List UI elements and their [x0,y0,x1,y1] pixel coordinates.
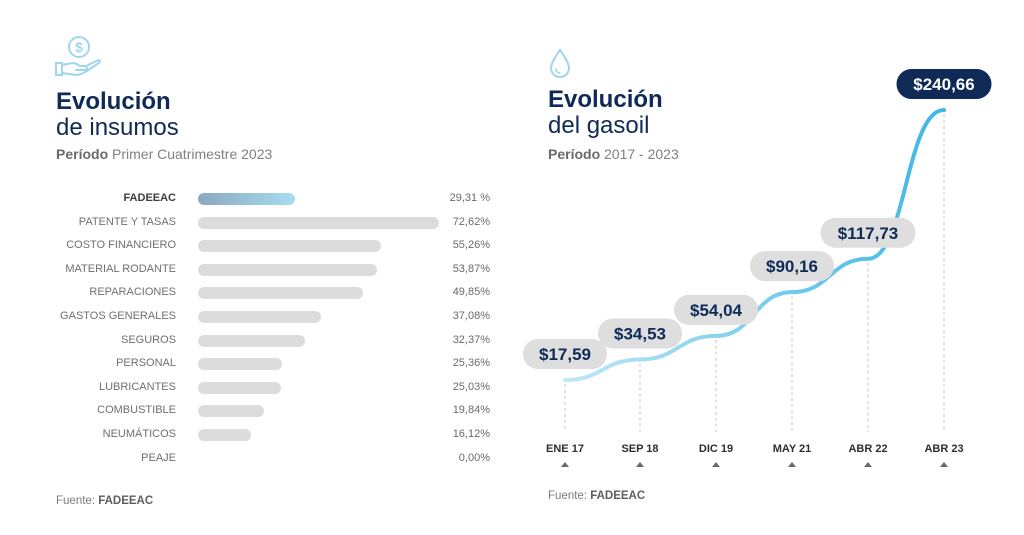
value-pill [598,318,682,349]
bar-category-label: LUBRICANTES [98,380,176,393]
drop-icon [549,48,571,78]
period-label: Período [56,146,109,162]
bar-value-label: 25,36% [452,357,490,370]
x-tick-label: ABR 23 [924,443,963,455]
bar-value-label: 53,87% [452,262,490,275]
period-label: Período [548,146,601,162]
bar-mark [198,240,382,253]
value-pill [896,69,992,99]
bar-category-label: REPARACIONES [89,286,176,299]
value-pill [674,294,758,325]
bar-value-label: 16,12% [452,428,490,440]
bar-category-label: PERSONAL [116,357,176,370]
bar-value-label: 0,00% [458,451,490,464]
bar-value-label: 29,31 % [449,192,490,204]
value-label: $17,59 [539,345,591,364]
bar-category-label: MATERIAL RODANTE [65,262,176,275]
bar-category-label: COSTO FINANCIERO [66,239,176,252]
bar-mark [198,193,296,205]
value-label: $117,73 [838,224,899,243]
bar-mark [198,334,306,347]
x-tick-label: SEP 18 [621,443,658,455]
x-tick-label: MAY 21 [773,443,812,455]
bar-category-label: FADEEAC [123,192,176,204]
bar-mark [198,263,377,276]
bar-mark [198,429,252,441]
gasoil-title-line2: del gasoil [548,112,650,139]
bar-category-label: COMBUSTIBLE [97,404,176,417]
value-label: $54,04 [690,301,743,320]
x-tick-marker [940,462,948,467]
insumos-title-line1: Evolución [56,88,171,115]
source-value: FADEEAC [590,490,646,502]
bar-value-label: 55,26% [452,239,490,252]
bar-mark [198,311,322,323]
value-label: $240,66 [913,75,974,94]
bar-category-label: PATENTE Y TASAS [78,215,176,228]
gasoil-period: Período 2017 - 2023 [548,146,679,162]
x-tick-marker [712,462,720,467]
x-tick-marker [636,462,644,467]
bar-category-label: NEUMÁTICOS [102,428,176,440]
x-tick-label: ENE 17 [546,443,584,455]
bar-mark [198,358,283,371]
bar-value-label: 37,08% [452,310,490,322]
value-pill [820,217,916,248]
bar-category-label: GASTOS GENERALES [60,310,176,322]
bar-mark [198,381,282,394]
x-tick-marker [788,462,796,467]
x-tick-label: ABR 22 [848,443,887,455]
bar-value-label: 25,03% [452,380,490,393]
source-value: FADEEAC [98,495,154,507]
period-value: Primer Cuatrimestre 2023 [112,146,273,162]
bar-mark [198,405,264,418]
bar-value-label: 19,84% [452,404,490,417]
bar-value-label: 49,85% [452,286,490,299]
source-label: Fuente: [548,490,587,502]
bar-mark [198,287,364,300]
gasoil-title-line1: Evolución [548,86,663,113]
value-label: $90,16 [766,257,818,276]
x-tick-label: DIC 19 [699,443,733,455]
x-tick-marker [561,462,569,467]
bar-mark [198,216,439,229]
insumos-title-line2: de insumos [56,114,179,141]
bar-category-label: SEGUROS [120,333,176,346]
insumos-period: Período Primer Cuatrimestre 2023 [56,146,272,162]
gasoil-source: Fuente: FADEEAC [548,490,645,502]
hand-dollar-icon: $ [55,36,101,77]
source-label: Fuente: [56,495,95,507]
bar-value-label: 32,37% [452,333,490,346]
period-value: 2017 - 2023 [604,146,679,162]
svg-text:$: $ [75,39,83,55]
value-pill [523,339,607,369]
insumos-source: Fuente: FADEEAC [56,495,153,507]
bar-value-label: 72,62% [452,215,490,228]
bar-category-label: PEAJE [141,451,176,464]
x-tick-marker [864,462,872,467]
value-pill [750,251,834,282]
value-label: $34,53 [614,324,666,343]
